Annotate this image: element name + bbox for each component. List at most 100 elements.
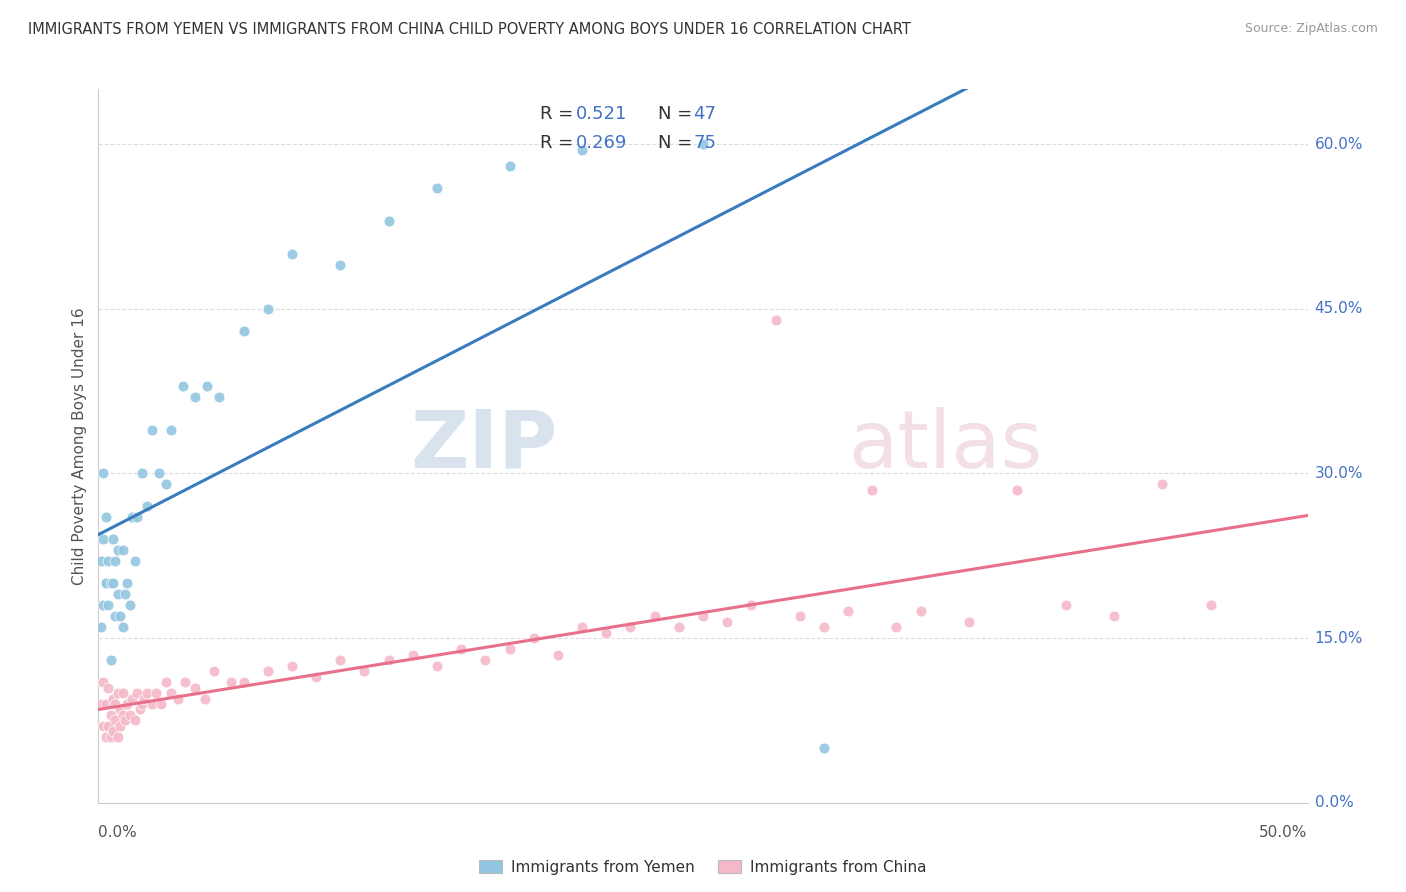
Point	[111, 686, 134, 700]
Point	[155, 675, 177, 690]
Text: 0.0%: 0.0%	[98, 825, 138, 840]
Point	[571, 143, 593, 157]
Point	[107, 686, 129, 700]
Point	[377, 653, 399, 667]
Point	[668, 620, 690, 634]
Point	[426, 181, 449, 195]
Text: N =: N =	[658, 105, 699, 123]
Point	[104, 714, 127, 728]
Point	[97, 554, 120, 568]
Point	[172, 378, 194, 392]
Point	[100, 576, 122, 591]
Point	[256, 664, 278, 678]
Point	[194, 691, 217, 706]
Point	[104, 697, 127, 711]
Point	[619, 620, 641, 634]
Text: 0.0%: 0.0%	[1315, 796, 1354, 810]
Point	[91, 675, 114, 690]
Point	[860, 483, 883, 497]
Point	[107, 543, 129, 558]
Point	[111, 708, 134, 723]
Point	[94, 697, 117, 711]
Point	[305, 669, 328, 683]
Point	[204, 664, 226, 678]
Point	[377, 214, 399, 228]
Point	[100, 730, 122, 744]
Point	[121, 510, 143, 524]
Point	[789, 609, 811, 624]
Point	[1007, 483, 1029, 497]
Point	[135, 500, 157, 514]
Point	[329, 653, 352, 667]
Point	[90, 554, 112, 568]
Point	[281, 658, 304, 673]
Point	[160, 423, 183, 437]
Point	[910, 604, 932, 618]
Point	[114, 714, 136, 728]
Point	[141, 697, 163, 711]
Text: 0.521: 0.521	[576, 105, 627, 123]
Text: IMMIGRANTS FROM YEMEN VS IMMIGRANTS FROM CHINA CHILD POVERTY AMONG BOYS UNDER 16: IMMIGRANTS FROM YEMEN VS IMMIGRANTS FROM…	[28, 22, 911, 37]
Point	[474, 653, 496, 667]
Text: 47: 47	[693, 105, 716, 123]
Text: 60.0%: 60.0%	[1315, 136, 1362, 152]
Text: 45.0%: 45.0%	[1315, 301, 1362, 317]
Point	[740, 598, 762, 612]
Text: Source: ZipAtlas.com: Source: ZipAtlas.com	[1244, 22, 1378, 36]
Point	[232, 675, 254, 690]
Point	[94, 510, 117, 524]
Point	[94, 730, 117, 744]
Point	[1054, 598, 1077, 612]
Point	[134, 691, 156, 706]
Point	[100, 653, 122, 667]
Point	[111, 620, 134, 634]
Point	[91, 533, 114, 547]
Point	[127, 510, 149, 524]
Legend: Immigrants from Yemen, Immigrants from China: Immigrants from Yemen, Immigrants from C…	[474, 854, 932, 880]
Point	[101, 691, 124, 706]
Text: 50.0%: 50.0%	[1260, 825, 1308, 840]
Text: N =: N =	[658, 134, 699, 152]
Point	[886, 620, 908, 634]
Point	[111, 543, 134, 558]
Point	[571, 620, 593, 634]
Text: 30.0%: 30.0%	[1315, 466, 1362, 481]
Point	[135, 686, 157, 700]
Point	[184, 681, 207, 695]
Point	[108, 609, 131, 624]
Point	[131, 697, 153, 711]
Text: 75: 75	[693, 134, 716, 152]
Point	[813, 620, 835, 634]
Point	[426, 658, 449, 673]
Point	[692, 609, 714, 624]
Point	[104, 554, 127, 568]
Point	[107, 730, 129, 744]
Point	[118, 598, 141, 612]
Point	[813, 740, 835, 755]
Point	[498, 159, 520, 173]
Point	[195, 378, 218, 392]
Point	[131, 467, 153, 481]
Point	[94, 576, 117, 591]
Point	[184, 390, 207, 404]
Point	[402, 648, 425, 662]
Point	[692, 137, 714, 152]
Point	[256, 301, 278, 316]
Point	[108, 702, 131, 716]
Point	[91, 598, 114, 612]
Text: R =: R =	[540, 105, 579, 123]
Point	[100, 708, 122, 723]
Point	[121, 691, 143, 706]
Point	[595, 625, 617, 640]
Point	[167, 691, 190, 706]
Point	[101, 576, 124, 591]
Point	[837, 604, 859, 618]
Point	[124, 554, 146, 568]
Point	[450, 642, 472, 657]
Point	[97, 598, 120, 612]
Point	[148, 467, 170, 481]
Text: ZIP: ZIP	[411, 407, 558, 485]
Point	[118, 708, 141, 723]
Point	[104, 609, 127, 624]
Point	[101, 724, 124, 739]
